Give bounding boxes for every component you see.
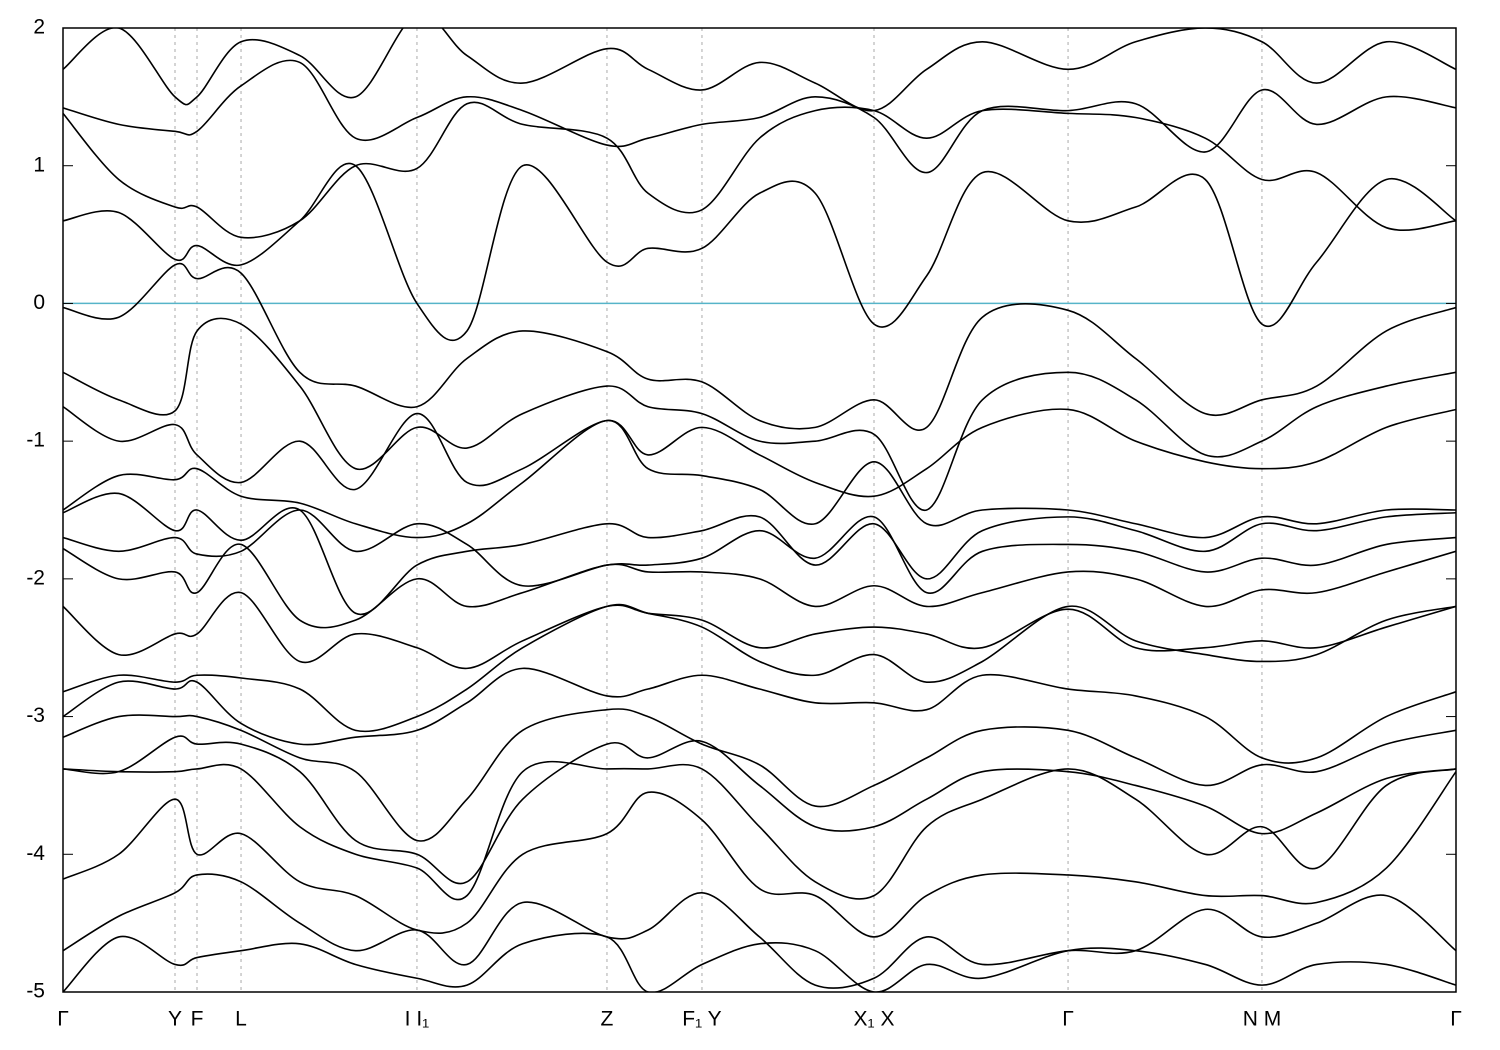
band-line — [63, 406, 1456, 498]
band-line — [63, 262, 1456, 431]
y-tick-label: -4 — [26, 842, 45, 865]
y-tick-label: -2 — [26, 566, 45, 589]
x-tick-label: I I₁ — [405, 1008, 430, 1031]
band-line — [63, 419, 1456, 539]
band-line — [63, 708, 1456, 842]
x-tick-label: Γ — [57, 1008, 69, 1031]
band-line — [63, 667, 1456, 764]
bands-layer — [63, 28, 1456, 992]
band-line — [63, 317, 1456, 511]
x-tick-label: Γ — [1062, 1008, 1074, 1031]
band-line — [63, 101, 1456, 239]
x-tick-label: Γ — [1450, 1008, 1462, 1031]
band-line — [63, 162, 1456, 342]
y-tick-label: 2 — [33, 16, 45, 39]
x-tick-label: N M — [1243, 1008, 1282, 1031]
band-line — [63, 735, 1456, 885]
band-line — [63, 603, 1456, 733]
x-tick-label: Z — [601, 1008, 614, 1031]
band-line — [63, 509, 1456, 594]
x-tick-label: L — [235, 1008, 247, 1031]
band-line — [63, 59, 1456, 174]
y-tick-label: 1 — [33, 153, 45, 176]
band-line — [63, 873, 1456, 989]
band-line — [63, 492, 1456, 616]
y-tick-label: -3 — [26, 704, 45, 727]
y-tick-label: -1 — [26, 429, 45, 452]
y-tick-label: -5 — [26, 980, 45, 1003]
x-tick-label: Y — [168, 1008, 182, 1031]
x-tick-label: F — [191, 1008, 204, 1031]
y-tick-label: 0 — [33, 291, 45, 314]
x-tick-label: F₁ Y — [682, 1008, 721, 1031]
band-line — [63, 760, 1456, 901]
plot-frame — [62, 27, 1457, 993]
band-line — [63, 771, 1456, 938]
x-tick-label: X₁ X — [854, 1008, 895, 1031]
band-line — [63, 932, 1456, 992]
labels-layer: -5 -4 -3 -2 -1 0 1 2 Γ Y F L I I₁ Z F₁ Y X₁ X Γ N M Γ — [26, 16, 1461, 1031]
band-line — [63, 543, 1456, 629]
band-line — [63, 591, 1456, 670]
grid-layer — [62, 28, 1457, 992]
